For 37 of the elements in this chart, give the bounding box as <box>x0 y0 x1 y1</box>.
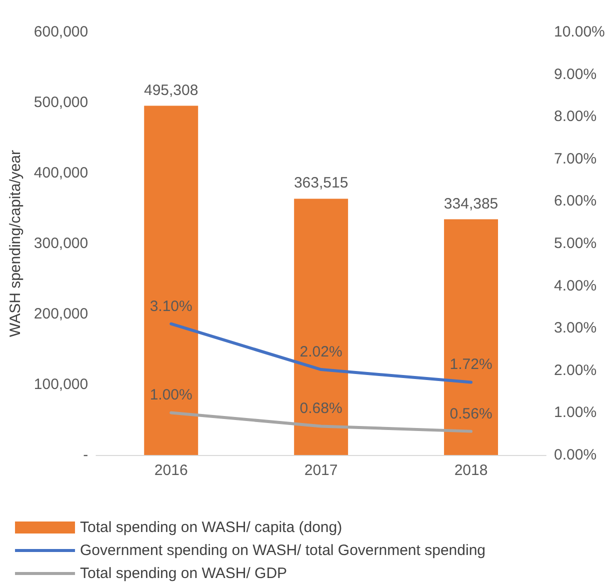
y2-tick-label: 4.00% <box>554 277 597 294</box>
y2-tick-label: 10.00% <box>554 24 605 40</box>
bar <box>144 106 198 455</box>
x-tick-label: 2018 <box>454 462 488 479</box>
y-tick-label: 200,000 <box>34 306 88 322</box>
x-tick-label: 2016 <box>154 462 188 479</box>
y-tick-label: 300,000 <box>34 235 88 252</box>
y2-tick-label: 9.00% <box>554 66 597 83</box>
y-tick-label: 600,000 <box>34 24 88 40</box>
legend-label: Government spending on WASH/ total Government spending <box>80 542 486 559</box>
y2-tick-label: 7.00% <box>554 150 597 168</box>
data-label: 2.02% <box>300 344 342 361</box>
data-label: 0.56% <box>450 405 492 422</box>
data-label: 0.68% <box>300 400 342 418</box>
y-tick-label: 400,000 <box>34 164 88 182</box>
y2-tick-label: 3.00% <box>554 320 597 337</box>
y-tick-label: - <box>83 446 88 464</box>
y-tick-label: 100,000 <box>34 376 88 393</box>
data-label: 334,385 <box>444 195 498 212</box>
data-label: 363,515 <box>294 174 348 192</box>
legend-label: Total spending on WASH/ capita (dong) <box>80 519 342 536</box>
y2-tick-label: 8.00% <box>554 108 597 126</box>
y2-tick-label: 1.00% <box>554 404 597 422</box>
y-axis-title: WASH spending/capita/year <box>7 150 24 338</box>
y2-tick-label: 2.00% <box>554 362 597 379</box>
legend-label: Total spending on WASH/ GDP <box>80 565 288 582</box>
y2-tick-label: 5.00% <box>554 235 597 252</box>
bar <box>294 198 348 455</box>
y2-tick-label: 6.00% <box>554 192 597 210</box>
data-label: 1.00% <box>150 386 192 404</box>
data-label: 495,308 <box>144 82 198 99</box>
x-tick-label: 2017 <box>304 462 338 479</box>
bar <box>444 219 498 455</box>
data-label: 3.10% <box>150 298 192 315</box>
y2-tick-label: 0.00% <box>554 446 597 464</box>
y-tick-label: 500,000 <box>34 94 88 111</box>
data-label: 1.72% <box>450 356 492 374</box>
